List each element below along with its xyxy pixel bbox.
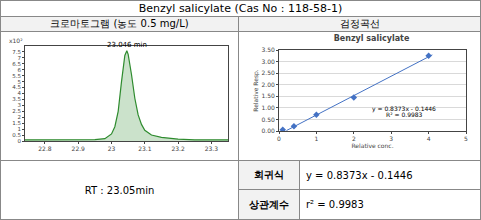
svg-text:5: 5 <box>464 135 468 142</box>
svg-text:0.50: 0.50 <box>261 116 275 123</box>
svg-text:2.5: 2.5 <box>12 108 21 114</box>
svg-text:2.00: 2.00 <box>261 81 275 88</box>
svg-text:1.50: 1.50 <box>261 92 275 99</box>
svg-text:1: 1 <box>314 135 318 142</box>
svg-text:x10²: x10² <box>9 37 23 44</box>
html-text:상관계수: 상관계수 <box>249 198 289 210</box>
svg-text:7.5: 7.5 <box>12 49 21 55</box>
svg-text:Benzyl salicylate: Benzyl salicylate <box>334 34 410 43</box>
svg-text:3.50: 3.50 <box>261 46 275 53</box>
svg-text:23.1: 23.1 <box>138 145 152 152</box>
svg-text:7: 7 <box>17 55 21 61</box>
svg-text:2: 2 <box>352 135 356 142</box>
svg-text:6: 6 <box>17 67 21 73</box>
svg-text:4: 4 <box>427 135 431 142</box>
svg-text:5: 5 <box>17 79 21 85</box>
svg-text:1.5: 1.5 <box>12 120 21 126</box>
svg-text:0.5: 0.5 <box>12 132 21 138</box>
html-text:y = 0.8373x - 0.1446: y = 0.8373x - 0.1446 <box>306 169 413 181</box>
svg-text:y = 0.8373x - 0.1446: y = 0.8373x - 0.1446 <box>372 105 436 113</box>
svg-text:0.00: 0.00 <box>261 127 275 134</box>
svg-text:22.9: 22.9 <box>72 145 86 152</box>
svg-text:3.5: 3.5 <box>12 96 21 102</box>
svg-text:1.00: 1.00 <box>261 104 275 111</box>
svg-text:1: 1 <box>17 126 21 132</box>
html-text:검정곡선: 검정곡선 <box>339 18 380 29</box>
html-text:r² = 0.9983: r² = 0.9983 <box>306 199 364 210</box>
svg-text:2.50: 2.50 <box>261 69 275 76</box>
html-text:크로마토그램 (농도 0.5 mg/L): 크로마토그램 (농도 0.5 mg/L) <box>50 18 189 29</box>
svg-text:23: 23 <box>108 145 116 152</box>
svg-text:3: 3 <box>17 102 21 108</box>
svg-text:23.046 min: 23.046 min <box>107 41 147 49</box>
svg-text:3: 3 <box>389 135 393 142</box>
svg-text:Relative conc.: Relative conc. <box>351 142 393 149</box>
svg-text:4: 4 <box>17 90 21 96</box>
html-text:RT : 23.05min: RT : 23.05min <box>84 184 155 196</box>
html-text:Benzyl salicylate (Cas No : 11: Benzyl salicylate (Cas No : 118-58-1) <box>138 2 343 15</box>
svg-text:3.00: 3.00 <box>261 58 275 65</box>
svg-text:22.8: 22.8 <box>38 145 52 152</box>
svg-text:Relative Resp.: Relative Resp. <box>252 69 260 112</box>
svg-text:23.2: 23.2 <box>171 145 185 152</box>
svg-text:0: 0 <box>277 135 281 142</box>
svg-text:2: 2 <box>17 114 21 120</box>
svg-text:4.5: 4.5 <box>12 84 21 90</box>
svg-text:0: 0 <box>17 138 21 144</box>
svg-text:23.3: 23.3 <box>205 145 219 152</box>
html-text:회귀식: 회귀식 <box>254 169 284 180</box>
svg-text:R² = 0.9983: R² = 0.9983 <box>386 111 423 118</box>
svg-text:5.5: 5.5 <box>12 73 21 79</box>
svg-text:6.5: 6.5 <box>12 61 21 67</box>
